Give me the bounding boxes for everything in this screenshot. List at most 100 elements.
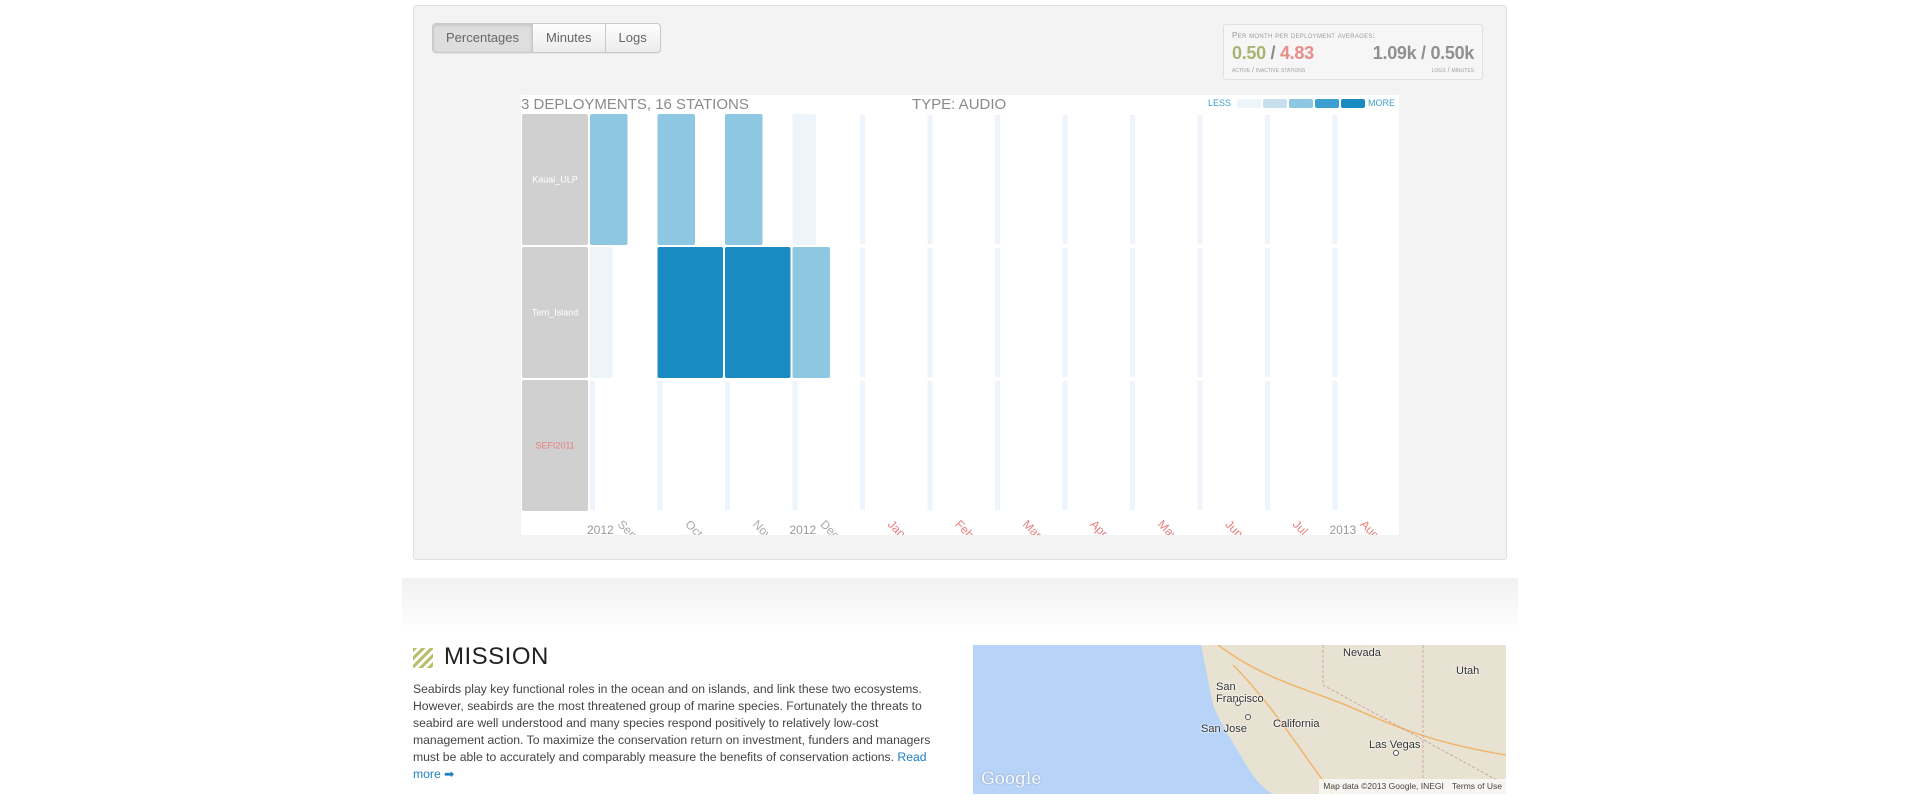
heatmap-cell — [590, 247, 613, 378]
empty-month-marker — [927, 381, 933, 510]
map-graphic — [973, 645, 1506, 794]
station-averages: 0.50 / 4.83 — [1232, 43, 1314, 64]
map-city-marker — [1245, 714, 1251, 720]
month-label: Mar — [1020, 517, 1045, 535]
empty-month-marker — [927, 248, 933, 377]
mission-text: Seabirds play key functional roles in th… — [413, 681, 943, 783]
heatmap-cell — [725, 247, 791, 378]
heatmap-cell — [590, 114, 628, 245]
month-label: Feb — [952, 517, 977, 535]
empty-month-marker — [995, 115, 1000, 244]
map-label-nevada: Nevada — [1343, 647, 1381, 659]
map-footer: Map data ©2013 Google, INEGI Terms of Us… — [1319, 779, 1506, 794]
map[interactable]: Nevada Utah San Francisco California San… — [973, 645, 1506, 794]
heatmap-cell — [725, 114, 763, 245]
year-label: 2012 — [790, 523, 817, 535]
row-label: Tern_Island — [532, 308, 579, 318]
empty-month-marker — [1265, 248, 1270, 377]
empty-month-marker — [1265, 115, 1270, 244]
month-label: Apr — [1087, 517, 1110, 535]
empty-month-marker — [860, 115, 865, 244]
map-label-san-jose: San Jose — [1201, 723, 1247, 735]
view-tabs: Percentages Minutes Logs — [432, 23, 661, 53]
row-label-box — [522, 380, 588, 511]
month-label: Dec — [817, 517, 842, 535]
averages-box: Per month per deployment averages: 0.50 … — [1223, 24, 1483, 80]
map-ocean — [973, 645, 1273, 794]
empty-month-marker — [995, 248, 1000, 377]
empty-month-marker — [1197, 248, 1203, 377]
tab-percentages[interactable]: Percentages — [433, 24, 533, 52]
legend-swatch — [1263, 99, 1287, 108]
averages-title: Per month per deployment averages: — [1232, 31, 1376, 40]
month-label: Nov — [750, 517, 775, 535]
empty-month-marker — [1130, 381, 1135, 510]
google-logo: Google — [981, 769, 1042, 789]
map-label-utah: Utah — [1456, 665, 1480, 677]
year-label: 2013 — [1330, 523, 1357, 535]
row-label: SEFI2011 — [535, 441, 574, 451]
empty-month-marker — [1062, 248, 1068, 377]
empty-month-marker — [1197, 115, 1203, 244]
empty-month-marker — [927, 115, 933, 244]
row-label-box — [522, 114, 588, 245]
legend-swatch — [1315, 99, 1339, 108]
map-data-credit: Map data ©2013 Google, INEGI — [1323, 781, 1444, 791]
averages-separator: / — [1265, 43, 1280, 63]
month-label: Sep — [615, 517, 640, 535]
heatmap-cell — [792, 247, 830, 378]
map-city-marker — [1235, 700, 1241, 706]
row-label: Kauai_ULP — [532, 175, 578, 185]
empty-month-marker — [1130, 248, 1135, 377]
logs-minutes-caption: logs / minutes — [1431, 67, 1474, 74]
month-label: Oct — [682, 517, 706, 535]
month-label: Jul — [1290, 517, 1311, 535]
stations-caption: active / inactive stations — [1232, 67, 1306, 74]
empty-month-marker — [1332, 381, 1338, 510]
empty-month-marker — [1130, 115, 1135, 244]
empty-month-marker — [590, 381, 595, 510]
map-terms-link[interactable]: Terms of Use — [1451, 781, 1502, 791]
year-label: 2012 — [587, 523, 614, 535]
logs-minutes-averages: 1.09k / 0.50k — [1372, 43, 1475, 63]
month-label: Jun — [1222, 517, 1246, 535]
map-state-border — [1322, 645, 1506, 786]
empty-month-marker — [657, 381, 663, 510]
map-label-california: California — [1273, 718, 1320, 730]
empty-month-marker — [860, 381, 865, 510]
deployment-heatmap: 3 DEPLOYMENTS, 16 STATIONS TYPE: AUDIO LES… — [521, 95, 1399, 535]
empty-month-marker — [1197, 381, 1203, 510]
type-label: TYPE: AUDIO — [912, 96, 1006, 113]
heatmap-svg: 3 DEPLOYMENTS, 16 STATIONS TYPE: AUDIO LES… — [521, 96, 1395, 535]
heatmap-cell — [792, 114, 816, 245]
map-label-las-vegas: Las Vegas — [1369, 739, 1421, 751]
empty-month-marker — [1062, 381, 1068, 510]
legend-swatch — [1289, 99, 1313, 108]
empty-month-marker — [995, 381, 1000, 510]
map-city-marker — [1393, 750, 1399, 756]
empty-month-marker — [1332, 248, 1338, 377]
legend-swatch — [1341, 99, 1365, 108]
legend-more-label: MORE — [1368, 98, 1395, 108]
tab-minutes[interactable]: Minutes — [533, 24, 606, 52]
empty-month-marker — [1265, 381, 1270, 510]
mission-title: MISSION — [444, 643, 549, 670]
month-label: May — [1155, 517, 1181, 535]
empty-month-marker — [1332, 115, 1338, 244]
read-more-link[interactable]: Read more ➡ — [413, 750, 927, 781]
deployments-summary: 3 DEPLOYMENTS, 16 STATIONS — [521, 96, 749, 113]
mission-paragraph: Seabirds play key functional roles in th… — [413, 682, 931, 764]
empty-month-marker — [1062, 115, 1068, 244]
month-label: Jan — [885, 517, 909, 535]
empty-month-marker — [725, 381, 730, 510]
heatmap-cell — [657, 114, 695, 245]
row-label-box — [522, 247, 588, 378]
map-label-san-francisco: San Francisco — [1216, 681, 1264, 705]
empty-month-marker — [860, 248, 865, 377]
legend-less-label: LESS — [1208, 98, 1231, 108]
map-highway — [1217, 645, 1506, 756]
tab-logs[interactable]: Logs — [618, 30, 647, 45]
empty-month-marker — [792, 381, 798, 510]
legend-swatch — [1237, 99, 1261, 108]
heatmap-cell — [657, 247, 723, 378]
